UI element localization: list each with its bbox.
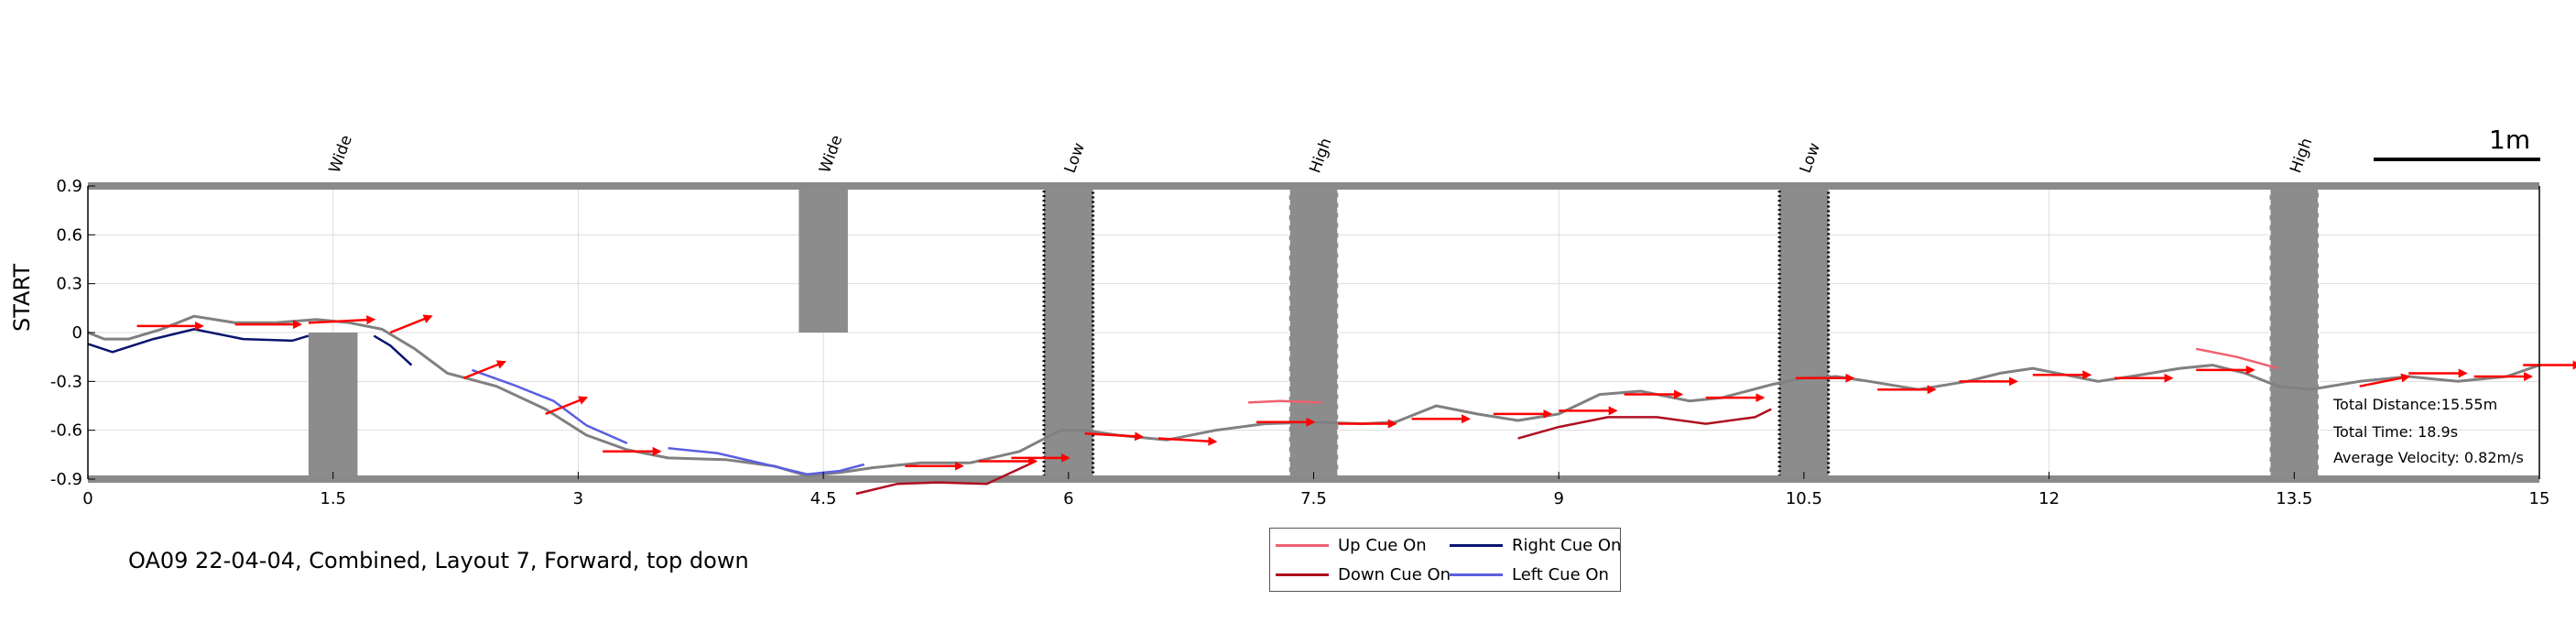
obstacle-label: Low — [1061, 140, 1089, 175]
obstacle-label: Wide — [326, 133, 356, 176]
obstacle-block — [2269, 186, 2320, 479]
obstacle-label: High — [1306, 136, 1335, 176]
cue-segment-line — [87, 328, 310, 354]
cue-segment-line — [1517, 408, 1772, 440]
y-tick-label: -0.6 — [50, 421, 82, 441]
total-distance-stat: Total Distance:15.55m — [2333, 396, 2498, 413]
obstacle-block — [1288, 186, 1339, 479]
y-tick-label: 0.6 — [56, 225, 82, 245]
obstacle-label: Wide — [816, 133, 846, 176]
legend: Up Cue On Right Cue On Down Cue On Left … — [1269, 528, 1621, 592]
x-tick-label: 6 — [1063, 489, 1073, 508]
x-tick-label: 1.5 — [320, 489, 346, 508]
cue-segment-line — [668, 446, 865, 475]
y-tick-label: 0 — [72, 323, 82, 343]
cue-series — [87, 328, 2278, 496]
figure-caption: OA09 22-04-04, Combined, Layout 7, Forwa… — [128, 548, 749, 573]
legend-label-down: Down Cue On — [1338, 564, 1451, 584]
x-tick-label: 4.5 — [810, 489, 837, 508]
y-tick-label: -0.3 — [50, 372, 82, 391]
heading-arrow — [1084, 431, 1145, 442]
x-tick-label: 15 — [2529, 489, 2550, 508]
heading-arrow — [1158, 436, 1218, 446]
legend-swatch-up — [1276, 543, 1329, 547]
x-tick-label: 3 — [573, 489, 583, 508]
heading-arrows — [136, 314, 2576, 471]
legend-item-down: Down Cue On — [1276, 561, 1451, 588]
legend-label-left: Left Cue On — [1512, 564, 1609, 584]
x-tick-label: 12 — [2038, 489, 2060, 508]
legend-item-up: Up Cue On — [1276, 531, 1427, 559]
cue-segment-line — [471, 368, 628, 445]
obstacle-block — [1779, 186, 1829, 479]
axes: 0.90.60.30-0.3-0.6-0.90 1.5 3 4.5 6 7.5 9 10.5 1… — [50, 177, 2550, 508]
cue-segment-line — [855, 460, 1037, 496]
y-axis-label: START — [9, 263, 35, 332]
legend-item-left: Left Cue On — [1450, 561, 1609, 588]
legend-swatch-down — [1276, 573, 1329, 576]
heading-arrow — [463, 360, 506, 379]
cue-segment-line — [2195, 347, 2278, 370]
legend-swatch-right — [1450, 543, 1503, 547]
heading-arrow — [308, 315, 376, 325]
x-tick-label: 0 — [82, 489, 92, 508]
obstacle-block — [308, 333, 358, 479]
legend-label-right: Right Cue On — [1512, 535, 1622, 555]
legend-item-right: Right Cue On — [1450, 531, 1621, 559]
y-tick-label: 0.9 — [56, 177, 82, 196]
heading-arrow — [2359, 373, 2411, 387]
x-tick-label: 10.5 — [1786, 489, 1822, 508]
heading-arrow — [545, 396, 589, 416]
x-tick-label: 13.5 — [2276, 489, 2312, 508]
legend-swatch-left — [1450, 573, 1503, 576]
cue-segment-line — [373, 334, 413, 366]
scale-bar-label: 1m — [2489, 125, 2531, 155]
obstacle-label: Low — [1797, 140, 1824, 175]
legend-label-up: Up Cue On — [1338, 535, 1427, 555]
heading-arrow — [389, 314, 433, 334]
total-time-stat: Total Time: 18.9s — [2333, 423, 2459, 441]
cue-segment-line — [1248, 399, 1322, 404]
obstacles — [308, 184, 2321, 481]
obstacle-block — [799, 186, 848, 333]
average-velocity-stat: Average Velocity: 0.82m/s — [2333, 449, 2524, 466]
y-tick-label: 0.3 — [56, 275, 82, 294]
x-tick-label: 7.5 — [1300, 489, 1327, 508]
obstacle-label: High — [2287, 136, 2316, 176]
y-tick-label: -0.9 — [50, 470, 82, 489]
obstacle-labels: Wide Wide Low High Low High — [326, 133, 2317, 176]
x-tick-label: 9 — [1553, 489, 1563, 508]
